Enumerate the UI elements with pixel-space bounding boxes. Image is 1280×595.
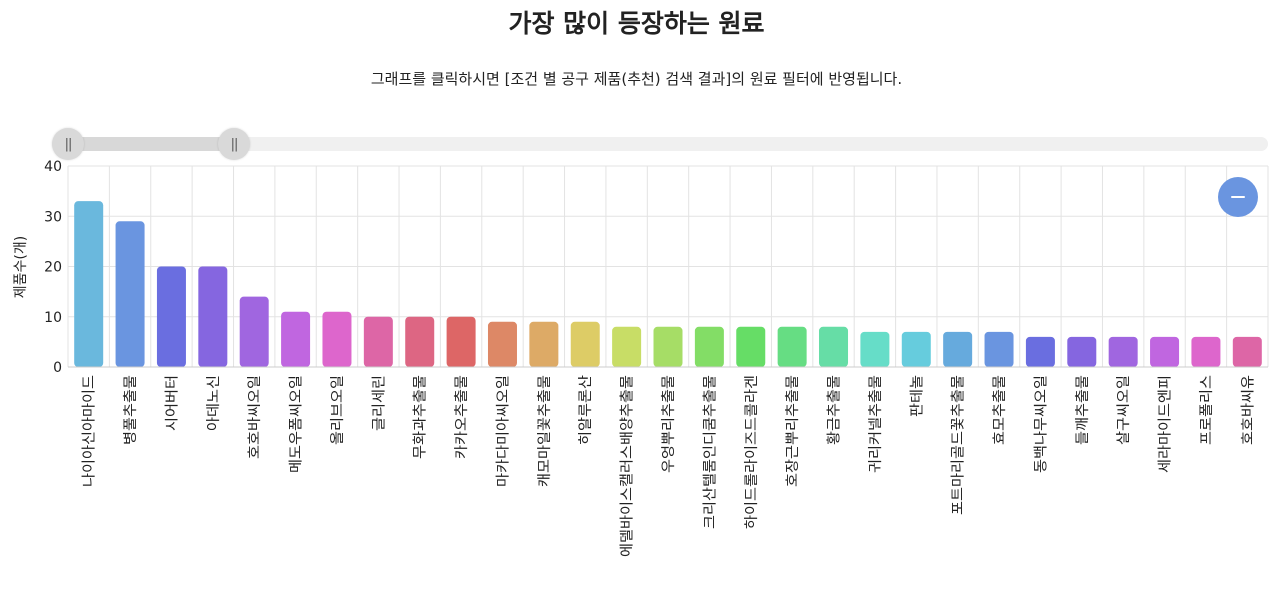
x-tick-label: 에델바이스캘러스배양추출물: [620, 375, 636, 557]
x-tick-label: 아데노신: [206, 375, 222, 431]
range-slider-track[interactable]: [52, 137, 1268, 151]
x-tick-label: 포트마리골드꽃추출물: [951, 375, 967, 515]
bar-16[interactable]: [736, 326, 766, 367]
minus-icon: [1231, 196, 1245, 198]
bar-24[interactable]: [1067, 336, 1097, 367]
x-tick-label: 효모추출물: [992, 375, 1008, 445]
bar-18[interactable]: [819, 326, 849, 367]
x-tick-label: 크리산텔룸인디쿰추출물: [702, 375, 718, 529]
bar-10[interactable]: [487, 321, 517, 367]
bar-23[interactable]: [1025, 336, 1055, 367]
bar-0[interactable]: [74, 201, 104, 367]
bar-6[interactable]: [322, 311, 352, 367]
bar-3[interactable]: [198, 266, 228, 368]
x-tick-label: 동백나무씨오일: [1033, 375, 1049, 473]
chart-subtitle: 그래프를 클릭하시면 [조건 별 공구 제품(추천) 검색 결과]의 원료 필터…: [370, 70, 903, 88]
x-tick-label: 세라마이드엔피: [1158, 375, 1174, 473]
x-tick-label: 카카오추출물: [454, 375, 470, 459]
bar-21[interactable]: [943, 331, 973, 367]
chart-title: 가장 많이 등장하는 원료: [508, 9, 765, 38]
x-tick-label: 판테놀: [909, 375, 925, 417]
grip-icon: ||: [230, 136, 239, 152]
bar-1[interactable]: [115, 221, 145, 367]
bar-28[interactable]: [1232, 336, 1262, 367]
x-tick-label: 살구씨오일: [1116, 375, 1132, 445]
grip-icon: ||: [64, 136, 73, 152]
x-tick-label: 무화과추출물: [413, 375, 429, 459]
x-tick-label: 나이아신아마이드: [82, 375, 98, 487]
x-tick-label: 시어버터: [164, 375, 180, 431]
bar-5[interactable]: [281, 311, 311, 367]
x-tick-label: 들깨추출물: [1075, 375, 1091, 445]
bar-27[interactable]: [1191, 336, 1221, 367]
bar-20[interactable]: [901, 331, 931, 367]
y-tick-label: 30: [44, 209, 62, 225]
x-tick-label: 호장근뿌리추출물: [785, 375, 801, 487]
bar-17[interactable]: [777, 326, 807, 367]
bar-11[interactable]: [529, 321, 559, 367]
bar-2[interactable]: [156, 266, 186, 368]
range-slider-end-handle[interactable]: ||: [218, 128, 250, 160]
bar-13[interactable]: [612, 326, 642, 367]
range-slider-selection[interactable]: [68, 137, 234, 151]
x-tick-label: 호호바씨유: [1240, 375, 1256, 445]
bar-15[interactable]: [694, 326, 724, 367]
x-tick-label: 올리브오일: [330, 375, 346, 445]
bar-7[interactable]: [363, 316, 393, 367]
bar-22[interactable]: [984, 331, 1014, 367]
zoom-reset-button[interactable]: [1218, 177, 1258, 217]
bar-14[interactable]: [653, 326, 683, 367]
y-axis-title: 제품수(개): [13, 236, 29, 298]
x-tick-label: 히알루론산: [578, 375, 594, 445]
x-tick-label: 호호바씨오일: [247, 375, 263, 459]
x-tick-label: 글리세린: [371, 375, 387, 431]
bar-9[interactable]: [446, 316, 476, 367]
x-tick-label: 프로폴리스: [1199, 375, 1215, 445]
y-tick-label: 0: [53, 360, 62, 376]
x-tick-label: 메도우폼씨오일: [289, 375, 305, 473]
y-tick-label: 40: [44, 159, 62, 175]
bar-4[interactable]: [239, 296, 269, 367]
x-tick-label: 하이드롤라이즈드콜라겐: [744, 375, 760, 529]
bar-26[interactable]: [1150, 336, 1180, 367]
x-tick-label: 황금추출물: [827, 375, 843, 445]
x-tick-label: 마카다미아씨오일: [495, 375, 511, 487]
bar-8[interactable]: [405, 316, 435, 367]
range-slider-start-handle[interactable]: ||: [52, 128, 84, 160]
bar-19[interactable]: [860, 331, 890, 367]
y-tick-label: 20: [44, 260, 62, 276]
x-tick-label: 귀리커넬추출물: [868, 375, 884, 473]
x-tick-label: 우엉뿌리추출물: [661, 375, 677, 473]
y-tick-label: 10: [44, 310, 62, 326]
bar-25[interactable]: [1108, 336, 1138, 367]
x-tick-label: 캐모마일꽃추출물: [537, 375, 553, 487]
x-tick-label: 병풀추출물: [123, 375, 139, 445]
bar-12[interactable]: [570, 321, 600, 367]
